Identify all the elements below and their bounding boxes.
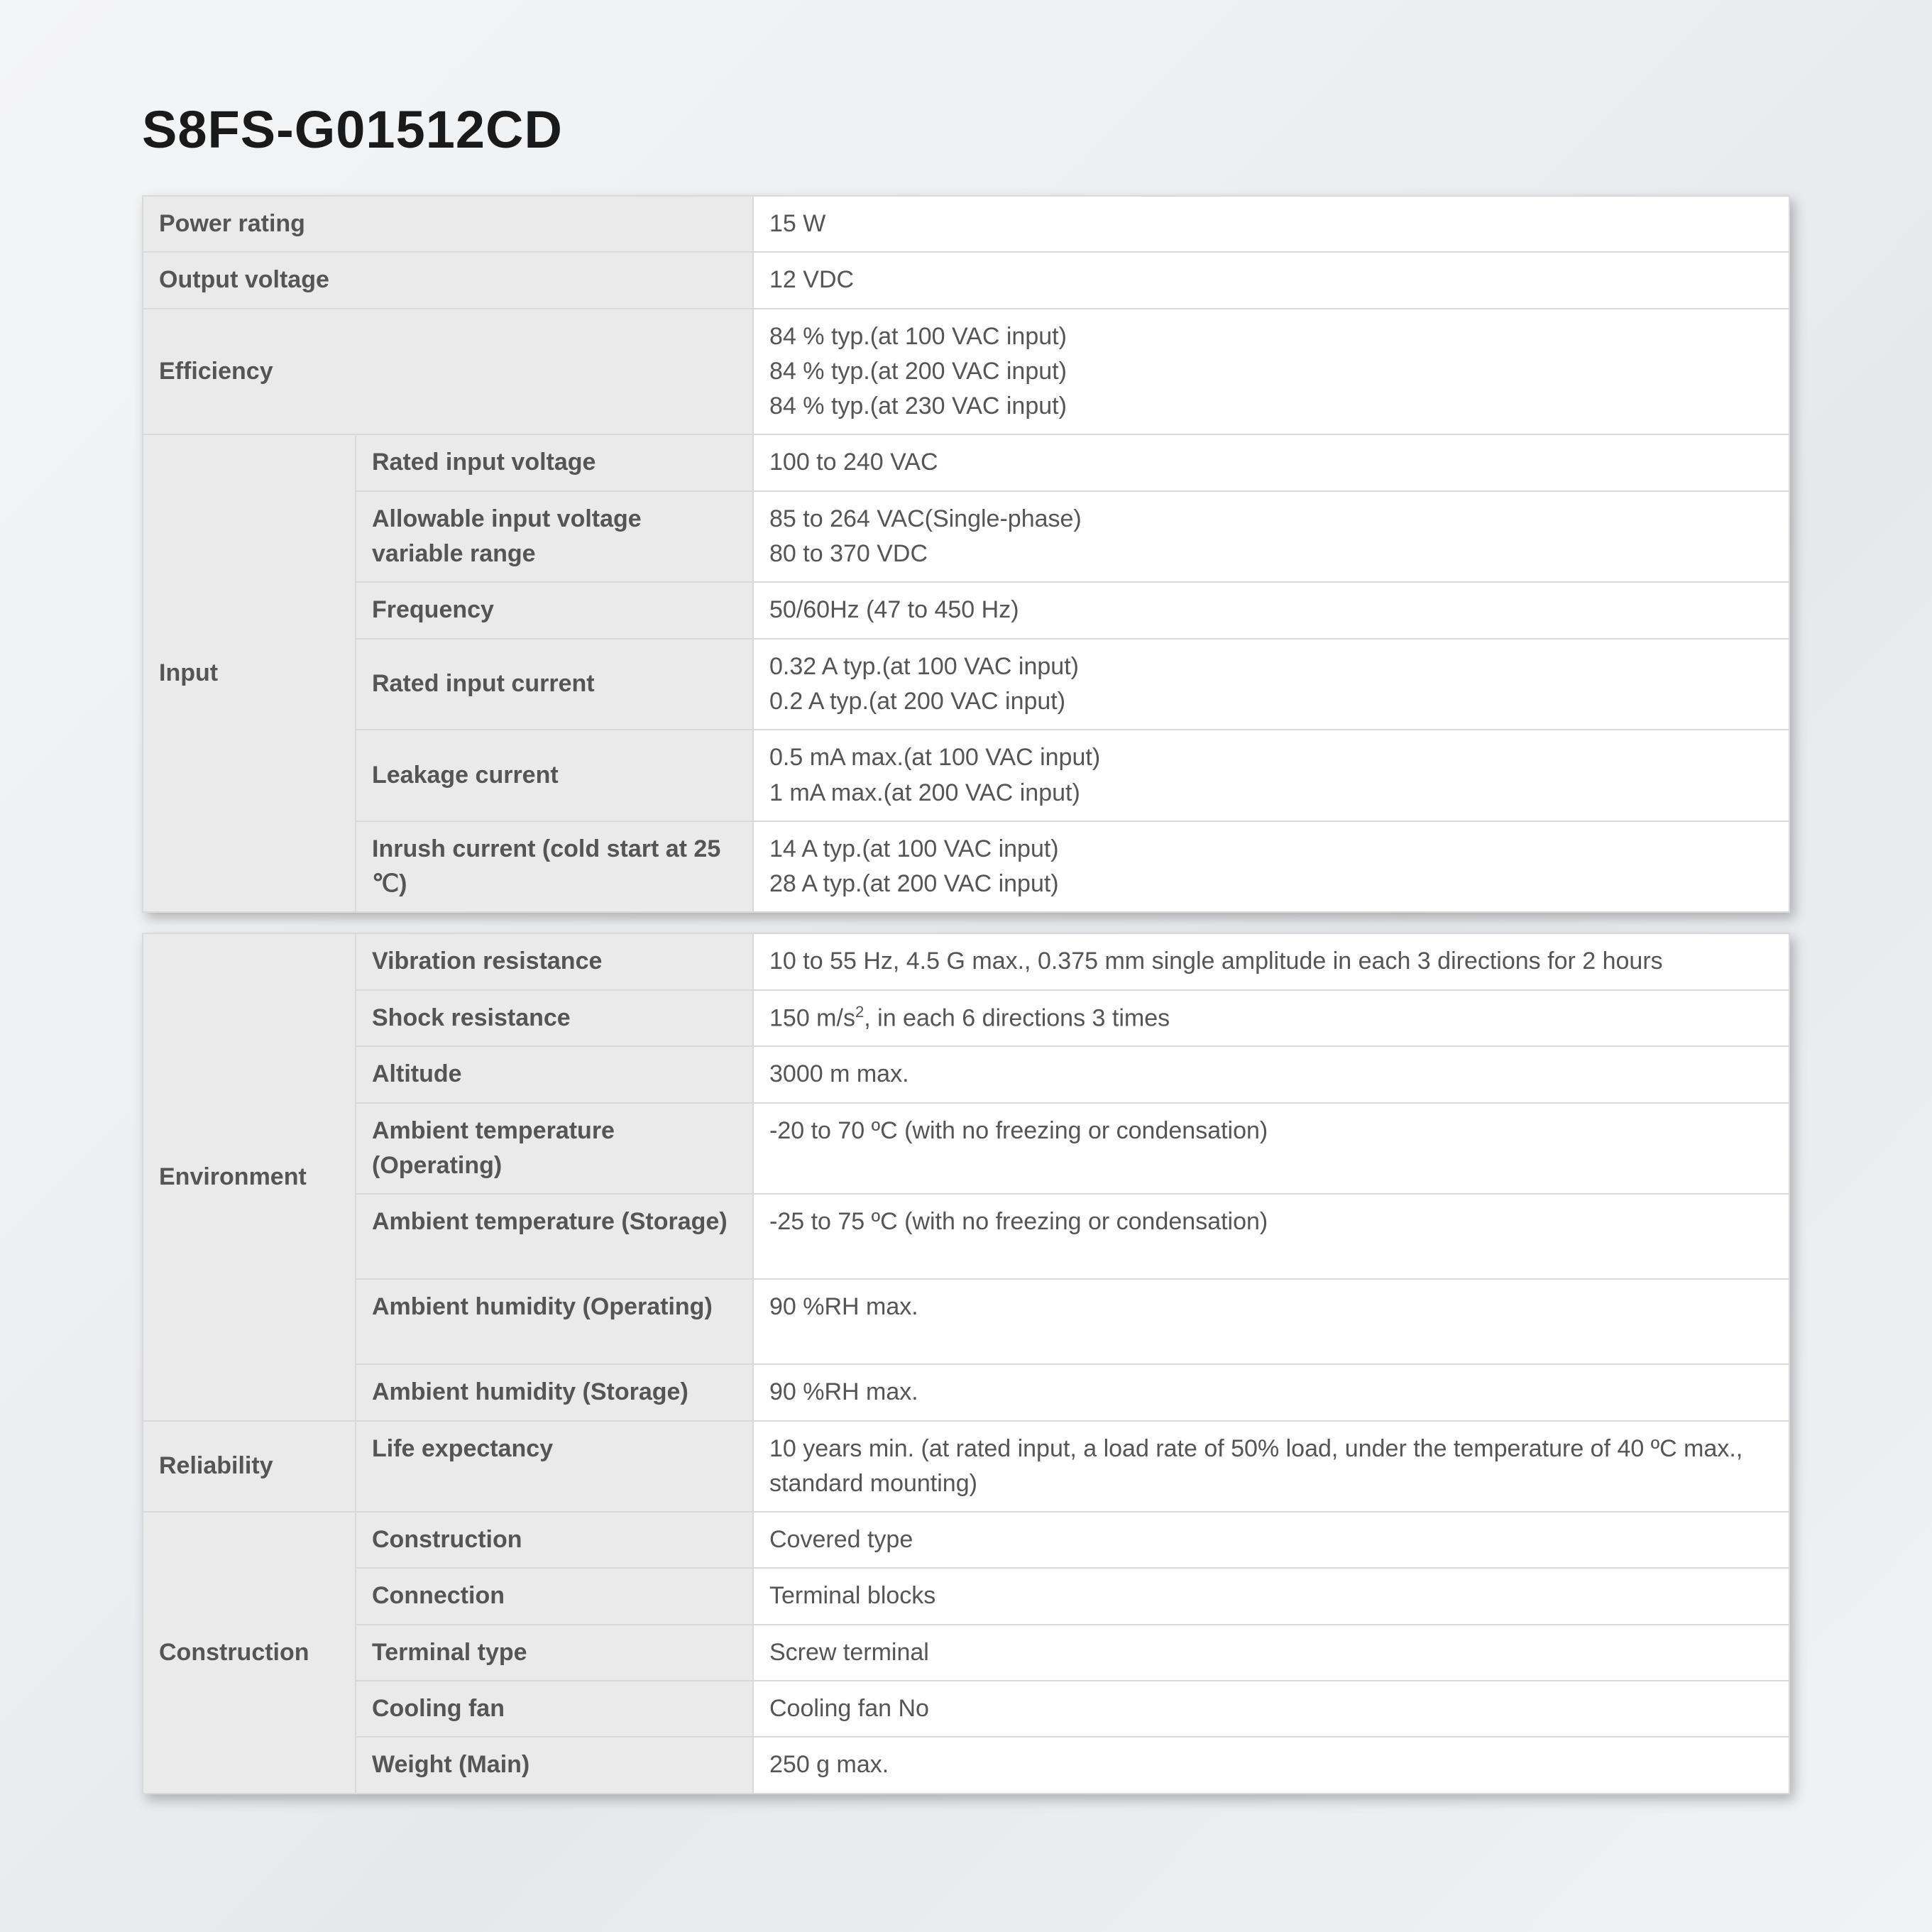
spec-value: 50/60Hz (47 to 450 Hz) — [753, 582, 1789, 638]
table-row: Frequency 50/60Hz (47 to 450 Hz) — [143, 582, 1789, 638]
spec-value: 0.32 A typ.(at 100 VAC input)0.2 A typ.(… — [753, 639, 1789, 730]
table-row: Environment Vibration resistance 10 to 5… — [143, 933, 1789, 989]
table-row: Ambient temperature (Operating) -20 to 7… — [143, 1103, 1789, 1195]
spec-category: Construction — [143, 1512, 356, 1793]
table-row: Altitude 3000 m max. — [143, 1046, 1789, 1102]
spec-sublabel: Rated input current — [356, 639, 753, 730]
spec-sublabel: Connection — [356, 1568, 753, 1624]
table-row: Input Rated input voltage 100 to 240 VAC — [143, 434, 1789, 490]
table-row: Inrush current (cold start at 25 ℃) 14 A… — [143, 821, 1789, 913]
spec-table-2: Environment Vibration resistance 10 to 5… — [142, 933, 1790, 1794]
spec-value: 90 %RH max. — [753, 1279, 1789, 1364]
product-title: S8FS-G01512CD — [142, 99, 1790, 160]
spec-value: 250 g max. — [753, 1737, 1789, 1793]
spec-value: 100 to 240 VAC — [753, 434, 1789, 490]
table-row: Connection Terminal blocks — [143, 1568, 1789, 1624]
table-row: Shock resistance 150 m/s2, in each 6 dir… — [143, 990, 1789, 1047]
spec-sublabel: Weight (Main) — [356, 1737, 753, 1793]
spec-card-2: Environment Vibration resistance 10 to 5… — [142, 933, 1790, 1794]
table-row: Rated input current 0.32 A typ.(at 100 V… — [143, 639, 1789, 730]
spec-value: -20 to 70 ºC (with no freezing or conden… — [753, 1103, 1789, 1195]
spec-label: Efficiency — [143, 309, 753, 435]
spec-sublabel: Construction — [356, 1512, 753, 1568]
spec-sublabel: Frequency — [356, 582, 753, 638]
spec-sublabel: Ambient humidity (Storage) — [356, 1364, 753, 1420]
spec-value: 150 m/s2, in each 6 directions 3 times — [753, 990, 1789, 1047]
table-row: Ambient temperature (Storage) -25 to 75 … — [143, 1194, 1789, 1279]
spec-sublabel: Inrush current (cold start at 25 ℃) — [356, 821, 753, 913]
table-row: Ambient humidity (Storage) 90 %RH max. — [143, 1364, 1789, 1420]
spec-value: 3000 m max. — [753, 1046, 1789, 1102]
spec-value: 12 VDC — [753, 252, 1789, 308]
spec-value: 14 A typ.(at 100 VAC input)28 A typ.(at … — [753, 821, 1789, 913]
spec-value: 10 to 55 Hz, 4.5 G max., 0.375 mm single… — [753, 933, 1789, 989]
table-row: Allowable input voltage variable range 8… — [143, 491, 1789, 583]
spec-value: -25 to 75 ºC (with no freezing or conden… — [753, 1194, 1789, 1279]
spec-value: 85 to 264 VAC(Single-phase)80 to 370 VDC — [753, 491, 1789, 583]
table-row: Efficiency 84 % typ.(at 100 VAC input)84… — [143, 309, 1789, 435]
spec-value: Cooling fan No — [753, 1681, 1789, 1737]
spec-sublabel: Terminal type — [356, 1625, 753, 1681]
spec-sublabel: Cooling fan — [356, 1681, 753, 1737]
spec-value: 90 %RH max. — [753, 1364, 1789, 1420]
spec-sublabel: Vibration resistance — [356, 933, 753, 989]
spec-category: Reliability — [143, 1421, 356, 1513]
table-row: Reliability Life expectancy 10 years min… — [143, 1421, 1789, 1513]
spec-value: Covered type — [753, 1512, 1789, 1568]
spec-label: Output voltage — [143, 252, 753, 308]
spec-value: 10 years min. (at rated input, a load ra… — [753, 1421, 1789, 1513]
spec-sublabel: Ambient humidity (Operating) — [356, 1279, 753, 1364]
spec-sublabel: Ambient temperature (Storage) — [356, 1194, 753, 1279]
table-row: Output voltage 12 VDC — [143, 252, 1789, 308]
spec-value: Terminal blocks — [753, 1568, 1789, 1624]
spec-sublabel: Altitude — [356, 1046, 753, 1102]
spec-value: Screw terminal — [753, 1625, 1789, 1681]
table-row: Construction Construction Covered type — [143, 1512, 1789, 1568]
spec-category: Environment — [143, 933, 356, 1420]
spec-value: 15 W — [753, 196, 1789, 252]
spec-sublabel: Allowable input voltage variable range — [356, 491, 753, 583]
spec-table-1: Power rating 15 W Output voltage 12 VDC … — [142, 195, 1790, 913]
table-row: Leakage current 0.5 mA max.(at 100 VAC i… — [143, 730, 1789, 821]
spec-sublabel: Shock resistance — [356, 990, 753, 1047]
table-row: Weight (Main) 250 g max. — [143, 1737, 1789, 1793]
table-row: Terminal type Screw terminal — [143, 1625, 1789, 1681]
spec-label: Power rating — [143, 196, 753, 252]
table-row: Ambient humidity (Operating) 90 %RH max. — [143, 1279, 1789, 1364]
spec-sublabel: Rated input voltage — [356, 434, 753, 490]
spec-value: 84 % typ.(at 100 VAC input)84 % typ.(at … — [753, 309, 1789, 435]
table-row: Cooling fan Cooling fan No — [143, 1681, 1789, 1737]
spec-value: 0.5 mA max.(at 100 VAC input)1 mA max.(a… — [753, 730, 1789, 821]
spec-sublabel: Leakage current — [356, 730, 753, 821]
spec-sublabel: Life expectancy — [356, 1421, 753, 1513]
spec-sublabel: Ambient temperature (Operating) — [356, 1103, 753, 1195]
table-row: Power rating 15 W — [143, 196, 1789, 252]
spec-category: Input — [143, 434, 356, 912]
spec-card-1: Power rating 15 W Output voltage 12 VDC … — [142, 195, 1790, 913]
